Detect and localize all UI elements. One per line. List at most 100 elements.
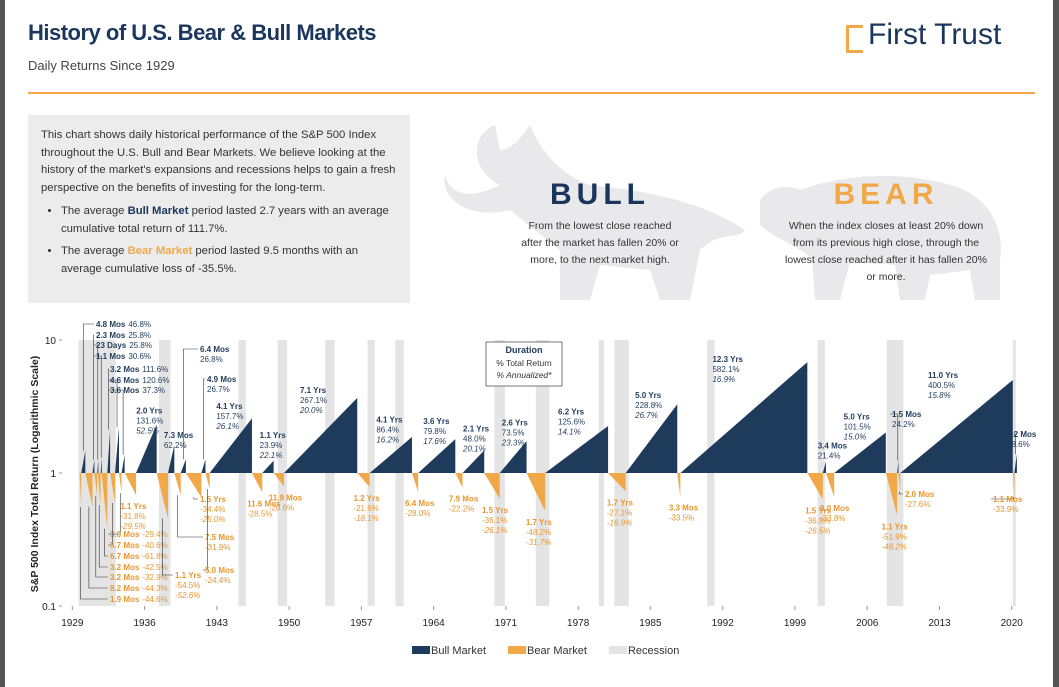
annualized-label: -25.0%	[200, 515, 225, 524]
bear-panel: BEAR When the index closes at least 20% …	[780, 178, 992, 286]
y-tick-label: 10	[45, 336, 57, 347]
bear-area	[411, 473, 419, 492]
bull-area	[121, 454, 125, 473]
return-label: -28.0%	[405, 509, 430, 518]
return-label: -24.4%	[205, 576, 230, 585]
edge	[1053, 0, 1059, 687]
bear-area	[174, 473, 181, 496]
bear-area	[156, 473, 169, 519]
bull-area	[369, 437, 412, 473]
key-box	[485, 341, 563, 387]
silhouettes	[444, 125, 1001, 300]
x-tick-label: 1929	[61, 618, 84, 629]
return-label: 228.8%	[635, 401, 662, 410]
key-title: Duration	[506, 345, 543, 355]
duration-label: 2.3 Mos	[96, 331, 126, 340]
return-label: 25.8%	[128, 331, 151, 340]
intro-list: The average Bull Market period lasted 2.…	[41, 203, 397, 278]
highlight: Bear Market	[127, 245, 193, 257]
x-tick-label: 1992	[712, 618, 735, 629]
return-label: 157.7%	[216, 412, 243, 421]
duration-label: 2.0 Yrs	[136, 407, 163, 416]
bull-shape	[444, 125, 745, 300]
return-label: 111.6%	[142, 365, 168, 374]
text: period lasted 9.5 months with an average…	[61, 245, 359, 275]
annualized-label: 52.5%	[136, 427, 159, 436]
divider	[28, 92, 1035, 94]
leader-line	[95, 496, 108, 578]
duration-label: 4.6 Mos	[110, 376, 140, 385]
duration-label: 1.7 Yrs	[607, 498, 634, 507]
return-label: -22.2%	[449, 504, 474, 513]
duration-label: 2.1 Yrs	[463, 424, 490, 433]
x-tick-label: 1943	[206, 618, 229, 629]
bull-area	[897, 460, 899, 473]
return-label: 582.1%	[712, 365, 739, 374]
bear-area	[97, 473, 101, 505]
return-label: -34.4%	[200, 505, 225, 514]
edge	[0, 0, 5, 687]
duration-label: 1.5 Yrs	[482, 506, 509, 515]
return-label: -27.6%	[905, 500, 930, 509]
bull-area	[822, 461, 826, 473]
annualized-label: 26.7%	[634, 411, 658, 420]
leader-line	[108, 368, 110, 430]
bear-area	[251, 473, 263, 493]
duration-label: 6.4 Mos	[200, 345, 230, 354]
bull-area	[499, 441, 527, 473]
bull-panel: BULL From the lowest close reached after…	[520, 178, 680, 269]
leader-line	[108, 389, 124, 455]
x-tick-label: 1957	[350, 618, 373, 629]
duration-label: 1.1 Mos	[96, 352, 126, 361]
duration-label: 3.6 Mos	[110, 386, 140, 395]
duration-label: 1.1 Yrs	[881, 522, 908, 531]
bear-area	[273, 473, 284, 487]
bull-area	[180, 459, 186, 473]
legend-swatch	[608, 646, 627, 654]
annualized-label: 15.0%	[844, 432, 867, 441]
return-label: -54.5%	[175, 581, 200, 590]
leader-line	[203, 378, 205, 460]
return-label: 120.6%	[142, 376, 169, 385]
legend-label: Bull Market	[431, 645, 486, 657]
return-label: 25.8%	[129, 341, 152, 350]
duration-label: 11.6 Mos	[247, 499, 281, 508]
text: period lasted 2.7 years with an average …	[61, 205, 389, 235]
bull-area	[107, 429, 111, 473]
key-line: % Total Return	[496, 358, 552, 368]
duration-label: 12.3 Yrs	[712, 355, 743, 364]
logo: First Trust	[868, 18, 1002, 51]
bull-area	[545, 426, 609, 473]
x-tick-label: 1999	[784, 618, 807, 629]
return-label: -31.8%	[120, 512, 145, 521]
bear-area	[110, 473, 116, 504]
leader-line	[82, 323, 94, 451]
duration-label: 5.0 Yrs	[844, 412, 871, 421]
duration-label: 7.9 Mos	[449, 494, 479, 503]
annualized-label: 20.1%	[462, 444, 486, 453]
bear-area	[898, 473, 901, 492]
x-tick-label: 1978	[567, 618, 590, 629]
x-tick-label: 1985	[639, 618, 662, 629]
duration-label: 3.2 Mos	[110, 573, 140, 582]
duration-label: 11.0 Yrs	[928, 371, 959, 380]
return-label: 38.6%	[1007, 440, 1030, 449]
leader-line	[1005, 433, 1016, 455]
duration-key: Duration % Total Return % Annualized*	[485, 341, 563, 387]
duration-label: 7.5 Mos	[205, 533, 235, 542]
leader-line	[162, 518, 173, 576]
bear-area	[85, 473, 93, 507]
duration-label: 1.5 Yrs	[200, 495, 227, 504]
bear-area	[608, 473, 626, 492]
return-label: 400.5%	[928, 381, 955, 390]
annualized-label: -48.2%	[881, 542, 906, 551]
bear-text: When the index closes at least 20% down …	[785, 220, 987, 283]
bear-area	[79, 473, 82, 508]
return-label: -33.9%	[993, 505, 1018, 514]
duration-label: 4.1 Yrs	[216, 402, 243, 411]
duration-label: 9.0 Mos	[820, 504, 850, 513]
bull-area	[262, 460, 274, 473]
return-label: -44.3%	[142, 584, 167, 593]
duration-label: 3.2 Mos	[110, 563, 140, 572]
